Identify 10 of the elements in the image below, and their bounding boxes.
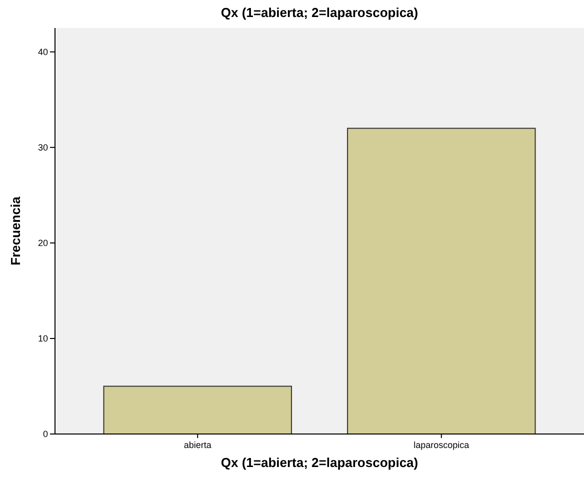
y-tick-label: 10 (38, 333, 48, 344)
x-tick-label: laparoscopica (414, 440, 470, 450)
y-tick-label: 40 (38, 46, 48, 57)
x-tick-label: abierta (184, 440, 212, 450)
chart-title: Qx (1=abierta; 2=laparoscopica) (220, 5, 418, 20)
x-axis-title: Qx (1=abierta; 2=laparoscopica) (220, 455, 418, 470)
y-tick-label: 20 (38, 238, 48, 248)
y-tick-label: 0 (42, 428, 48, 439)
y-tick-label: 30 (38, 142, 48, 152)
y-axis-title: Frecuencia (8, 196, 23, 266)
